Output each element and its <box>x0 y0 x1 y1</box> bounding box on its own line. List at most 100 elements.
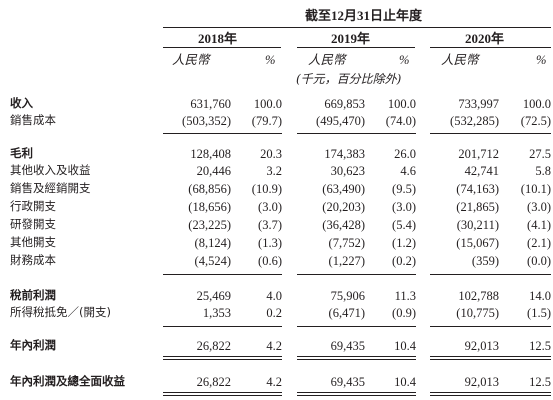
cell-rmb-2019: (20,203) <box>322 200 365 214</box>
cell-pct-2018: 0.2 <box>266 306 282 320</box>
cell-rmb-2019: (1,227) <box>328 254 365 268</box>
cell-pct-2019: (9.5) <box>392 182 416 196</box>
cell-pct-2019: (0.9) <box>392 306 416 320</box>
cell-pct-2018: 100.0 <box>253 97 282 111</box>
cell-rmb-2018: 631,760 <box>190 97 231 111</box>
cell-rmb-2019: (495,470) <box>316 114 365 128</box>
col-pct-2020: % <box>536 53 547 67</box>
cell-rmb-2018: 26,822 <box>196 375 231 389</box>
rule-total-double-b-0 <box>163 395 282 396</box>
cell-rmb-2020: (15,067) <box>456 236 499 250</box>
row-label: 年內利潤及總全面收益 <box>10 374 125 388</box>
cell-pct-2018: (10.9) <box>251 182 282 196</box>
cell-rmb-2020: 92,013 <box>464 375 499 389</box>
row-label: 銷售成本 <box>10 113 56 127</box>
col-rmb-2020: 人民幣 <box>441 52 479 67</box>
cell-pct-2020: (3.0) <box>527 200 551 214</box>
col-pct-2018: % <box>265 53 276 67</box>
col-pct-2019: % <box>399 53 410 67</box>
row-label: 研發開支 <box>10 217 56 231</box>
year-2020: 2020年 <box>465 31 505 46</box>
cell-rmb-2020: 92,013 <box>464 339 499 353</box>
rule-total-double-a-2 <box>430 392 551 393</box>
cell-rmb-2019: (6,471) <box>328 306 365 320</box>
row-label: 財務成本 <box>10 253 56 267</box>
cell-pct-2020: (0.0) <box>527 254 551 268</box>
cell-pct-2018: 4.2 <box>266 375 282 389</box>
rule-after-finance-2 <box>430 274 551 275</box>
cell-rmb-2018: (4,524) <box>194 254 231 268</box>
year-2019: 2019年 <box>331 31 371 46</box>
row-label: 所得稅抵免／(開支) <box>10 305 111 319</box>
cell-rmb-2020: (532,285) <box>450 114 499 128</box>
cell-rmb-2018: 25,469 <box>196 289 231 303</box>
cell-rmb-2018: (8,124) <box>194 236 231 250</box>
cell-pct-2020: 12.5 <box>529 375 551 389</box>
col-rmb-2018: 人民幣 <box>172 52 210 67</box>
rule-after-cost-1 <box>297 133 416 134</box>
cell-pct-2020: 12.5 <box>529 339 551 353</box>
row-label: 年內利潤 <box>10 338 56 352</box>
cell-pct-2020: (4.1) <box>527 218 551 232</box>
col-rmb-2019: 人民幣 <box>308 52 346 67</box>
cell-pct-2020: (1.5) <box>527 306 551 320</box>
cell-pct-2020: 100.0 <box>522 97 551 111</box>
cell-rmb-2018: 1,353 <box>202 306 231 320</box>
cell-pct-2018: (0.6) <box>258 254 282 268</box>
cell-pct-2019: (0.2) <box>392 254 416 268</box>
row-label: 其他開支 <box>10 235 56 249</box>
rule-profit-double-a-2 <box>430 356 551 357</box>
rule-total-double-a-0 <box>163 392 282 393</box>
cell-rmb-2018: (23,225) <box>188 218 231 232</box>
cell-pct-2020: 5.8 <box>535 164 551 178</box>
row-label: 稅前利潤 <box>10 288 56 302</box>
cell-pct-2020: 14.0 <box>529 289 551 303</box>
cell-pct-2018: 20.3 <box>260 147 282 161</box>
cell-pct-2020: (2.1) <box>527 236 551 250</box>
year-rule-2018 <box>163 47 281 48</box>
cell-rmb-2020: (21,865) <box>456 200 499 214</box>
cell-rmb-2020: 733,997 <box>458 97 499 111</box>
cell-pct-2019: (74.0) <box>385 114 416 128</box>
cell-pct-2020: (72.5) <box>520 114 551 128</box>
period-rule <box>163 27 551 28</box>
cell-pct-2018: 4.0 <box>266 289 282 303</box>
cell-rmb-2019: 69,435 <box>330 375 365 389</box>
cell-rmb-2020: (30,211) <box>456 218 499 232</box>
cell-pct-2019: 4.6 <box>400 164 416 178</box>
cell-pct-2019: (1.2) <box>392 236 416 250</box>
cell-pct-2018: (79.7) <box>251 114 282 128</box>
row-label: 銷售及經銷開支 <box>10 181 91 195</box>
rule-after-cost-2 <box>430 133 551 134</box>
cell-pct-2019: 10.4 <box>394 375 416 389</box>
rule-after-tax-2 <box>430 326 551 327</box>
year-2018: 2018年 <box>198 31 238 46</box>
cell-pct-2019: 10.4 <box>394 339 416 353</box>
cell-rmb-2020: 42,741 <box>464 164 499 178</box>
cell-pct-2018: (1.3) <box>258 236 282 250</box>
cell-rmb-2020: (10,775) <box>456 306 499 320</box>
cell-pct-2019: (3.0) <box>392 200 416 214</box>
rule-after-tax-0 <box>163 326 282 327</box>
row-label: 收入 <box>10 96 33 110</box>
cell-pct-2018: 3.2 <box>266 164 282 178</box>
cell-rmb-2019: 669,853 <box>324 97 365 111</box>
cell-rmb-2019: 174,383 <box>324 147 365 161</box>
spacer <box>163 357 551 358</box>
cell-rmb-2019: 75,906 <box>330 289 365 303</box>
year-rule-2019 <box>297 47 415 48</box>
cell-pct-2019: 26.0 <box>394 147 416 161</box>
rule-after-cost-0 <box>163 133 282 134</box>
year-rule-2020 <box>430 47 551 48</box>
cell-rmb-2019: (63,490) <box>322 182 365 196</box>
rule-profit-double-b-2 <box>430 359 551 360</box>
cell-rmb-2018: (503,352) <box>182 114 231 128</box>
cell-rmb-2019: (36,428) <box>322 218 365 232</box>
unit-note: (千元，百分比除外) <box>296 72 402 86</box>
cell-rmb-2020: (74,163) <box>456 182 499 196</box>
cell-pct-2018: 4.2 <box>266 339 282 353</box>
rule-total-double-b-2 <box>430 395 551 396</box>
cell-rmb-2018: 26,822 <box>196 339 231 353</box>
cell-rmb-2019: (7,752) <box>328 236 365 250</box>
rule-after-finance-0 <box>163 274 282 275</box>
